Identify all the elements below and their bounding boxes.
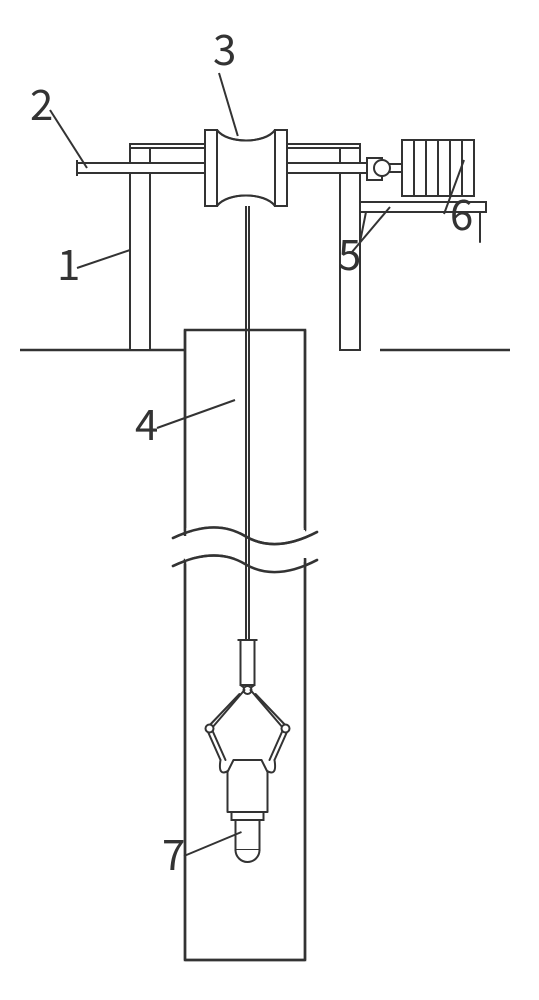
label-6: 6 — [450, 182, 473, 243]
label-7: 7 — [162, 822, 185, 883]
label-2: 2 — [30, 72, 53, 133]
label-4: 4 — [135, 392, 158, 453]
label-3: 3 — [213, 17, 236, 78]
label-5: 5 — [338, 222, 361, 283]
winch-drum — [205, 130, 287, 206]
label-1: 1 — [57, 232, 80, 293]
